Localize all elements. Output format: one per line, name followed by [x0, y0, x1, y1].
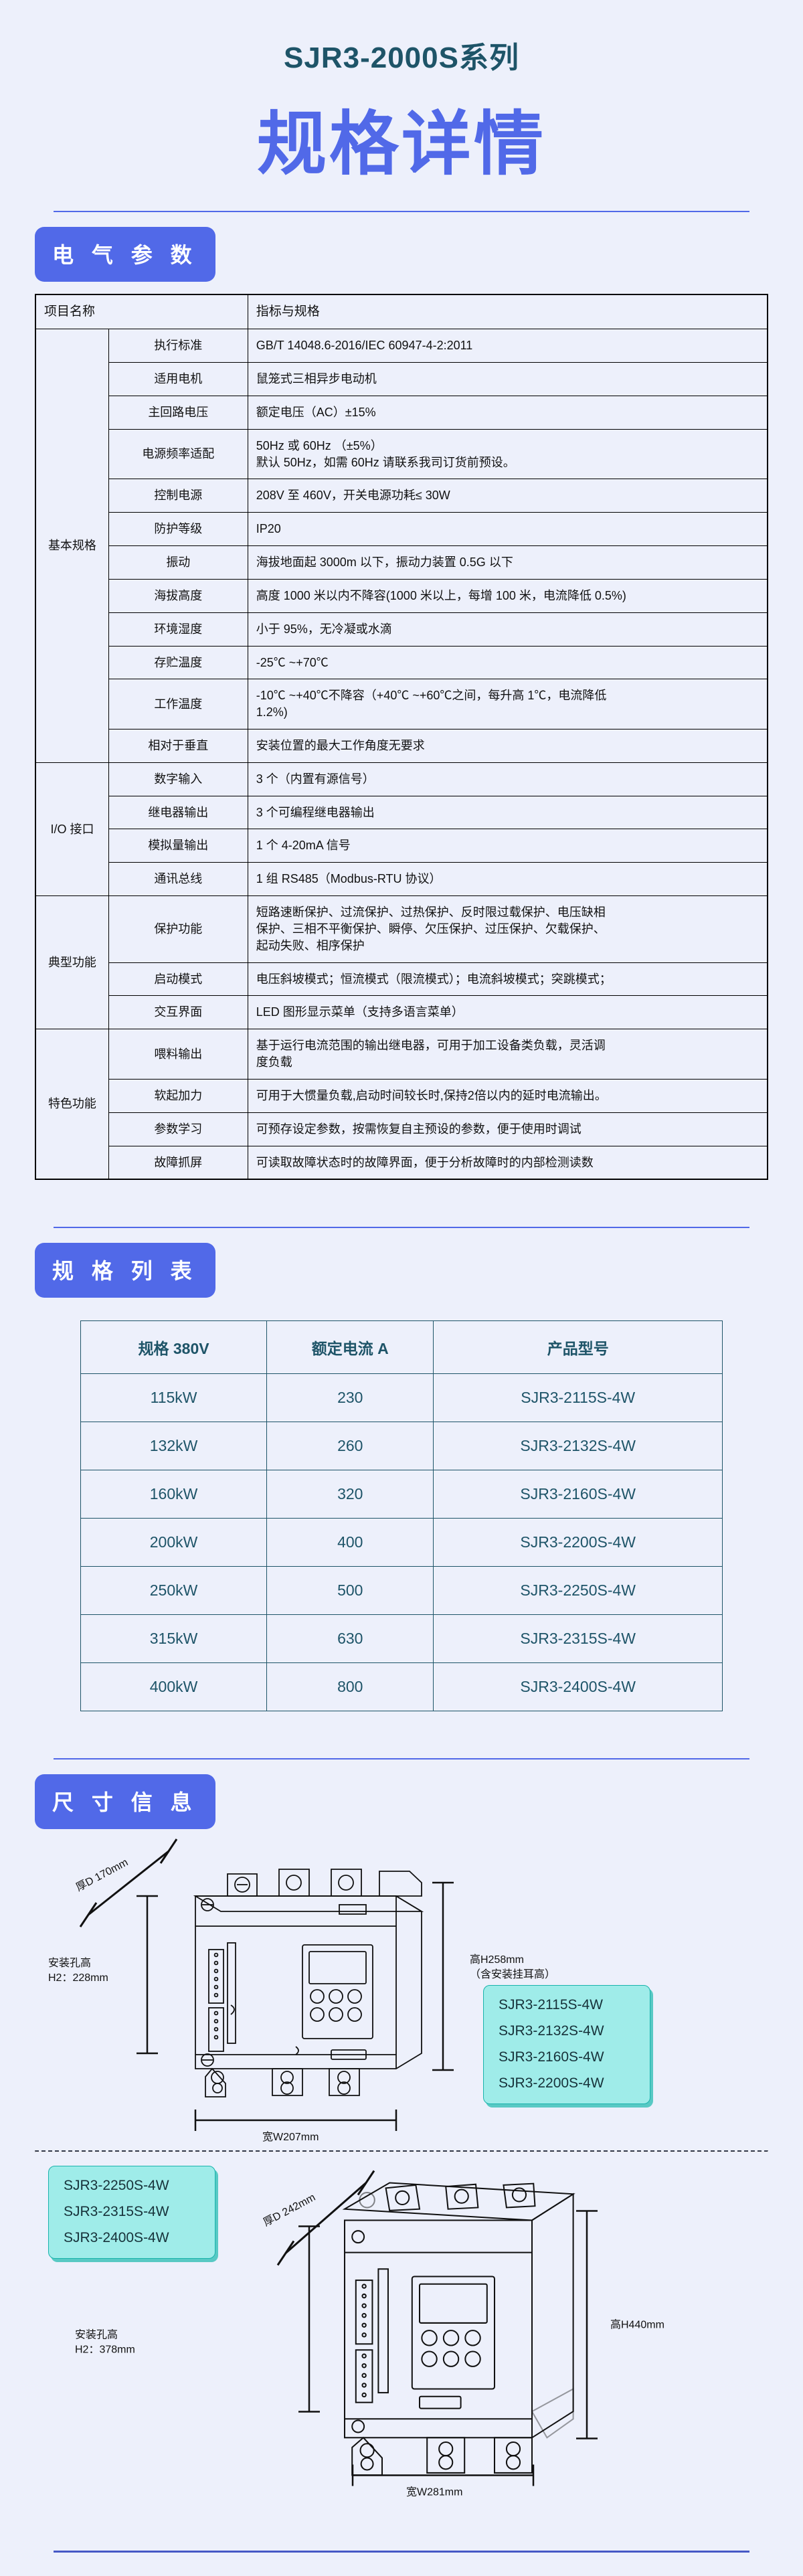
svg-text:H2：228mm: H2：228mm [48, 1972, 108, 1984]
svg-text:H2：378mm: H2：378mm [75, 2344, 135, 2356]
svg-text:安装孔高: 安装孔高 [48, 1957, 91, 1969]
svg-text:厚D 242mm: 厚D 242mm [262, 2192, 317, 2229]
svg-text:高H258mm: 高H258mm [470, 1954, 524, 1966]
svg-text:（含安装挂耳高）: （含安装挂耳高） [470, 1968, 555, 1980]
svg-text:安装孔高: 安装孔高 [75, 2329, 118, 2341]
svg-text:宽W281mm: 宽W281mm [406, 2486, 462, 2498]
svg-text:宽W207mm: 宽W207mm [262, 2131, 319, 2143]
svg-text:高H440mm: 高H440mm [610, 2319, 664, 2331]
